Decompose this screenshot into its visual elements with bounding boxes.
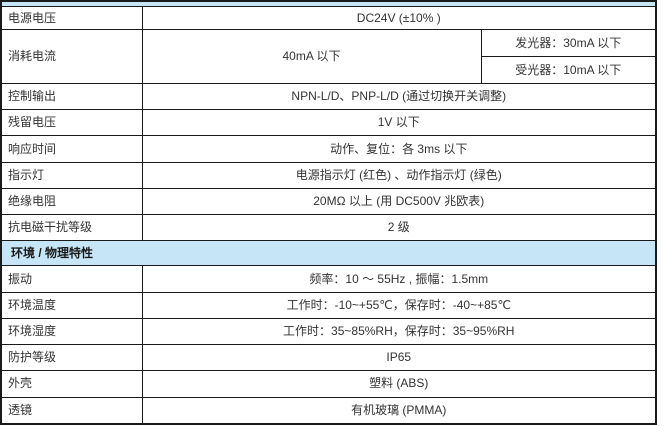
spec-label-response-time: 响应时间 (0, 135, 143, 163)
spec-label-emc-grade: 抗电磁干扰等级 (0, 214, 143, 242)
spec-value-ambient-temperature: 工作时：-10~+55℃，保存时：-40~+85℃ (141, 291, 657, 319)
spec-value-response-time: 动作、复位：各 3ms 以下 (141, 135, 657, 163)
table-row: 指示灯 电源指示灯 (红色) 、动作指示灯 (绿色) (0, 161, 657, 189)
spec-value-housing: 塑料 (ABS) (141, 370, 657, 398)
table-row: 消耗电流 40mA 以下 发光器：30mA 以下 (0, 29, 657, 84)
spec-label-current-consumption: 消耗电流 (0, 29, 143, 84)
spec-label-protection-rating: 防护等级 (0, 344, 143, 372)
spec-value-residual-voltage: 1V 以下 (141, 109, 657, 137)
spec-label-power-voltage: 电源电压 (0, 6, 143, 30)
table-row: 环境温度 工作时：-10~+55℃，保存时：-40~+85℃ (0, 291, 657, 319)
spec-label-vibration: 振动 (0, 265, 143, 293)
table-section-row: 环境 / 物理特性 (0, 240, 657, 267)
spec-value-control-output: NPN-L/D、PNP-L/D (通过切换开关调整) (141, 82, 657, 111)
table-row: 绝缘电阻 20MΩ 以上 (用 DC500V 兆欧表) (0, 187, 657, 216)
table-row: 受光器：10mA 以下 (1, 56, 657, 84)
spec-label-lens: 透镜 (0, 396, 143, 425)
spec-label-control-output: 控制输出 (0, 82, 143, 111)
table-row: 透镜 有机玻璃 (PMMA) (0, 396, 657, 425)
spec-label-indicator: 指示灯 (0, 161, 143, 189)
spec-value-insulation-resistance: 20MΩ 以上 (用 DC500V 兆欧表) (141, 187, 657, 216)
section-header-environment: 环境 / 物理特性 (0, 240, 657, 267)
table-row: 控制输出 NPN-L/D、PNP-L/D (通过切换开关调整) (0, 82, 657, 111)
spec-value-indicator: 电源指示灯 (红色) 、动作指示灯 (绿色) (141, 161, 657, 189)
spec-label-ambient-humidity: 环境湿度 (0, 317, 143, 346)
spec-subvalue-receiver: 受光器：10mA 以下 (480, 56, 657, 84)
table-row: 外壳 塑料 (ABS) (0, 370, 657, 398)
spec-value-protection-rating: IP65 (141, 344, 657, 372)
spec-label-housing: 外壳 (0, 370, 143, 398)
table-row: 防护等级 IP65 (0, 344, 657, 372)
spec-value-power-voltage: DC24V (±10% ) (141, 6, 657, 30)
spec-value-lens: 有机玻璃 (PMMA) (141, 396, 657, 425)
spec-label-residual-voltage: 残留电压 (0, 109, 143, 137)
spec-value-current-consumption: 40mA 以下 (141, 29, 482, 84)
table-row: 电源电压 DC24V (±10% ) (0, 6, 657, 30)
table-row: 振动 频率：10 ～ 55Hz , 振幅：1.5mm (0, 265, 657, 293)
table-row: 环境湿度 工作时：35~85%RH，保存时：35~95%RH (0, 317, 657, 346)
spec-label-ambient-temperature: 环境温度 (0, 291, 143, 319)
spec-value-ambient-humidity: 工作时：35~85%RH，保存时：35~95%RH (141, 317, 657, 346)
spec-value-vibration: 频率：10 ～ 55Hz , 振幅：1.5mm (141, 265, 657, 293)
spec-subvalue-emitter: 发光器：30mA 以下 (480, 29, 657, 57)
table-row: 抗电磁干扰等级 2 级 (0, 214, 657, 242)
spec-value-emc-grade: 2 级 (141, 214, 657, 242)
table-row: 残留电压 1V 以下 (0, 109, 657, 137)
spec-label-insulation-resistance: 绝缘电阻 (0, 187, 143, 216)
table-row: 响应时间 动作、复位：各 3ms 以下 (0, 135, 657, 163)
